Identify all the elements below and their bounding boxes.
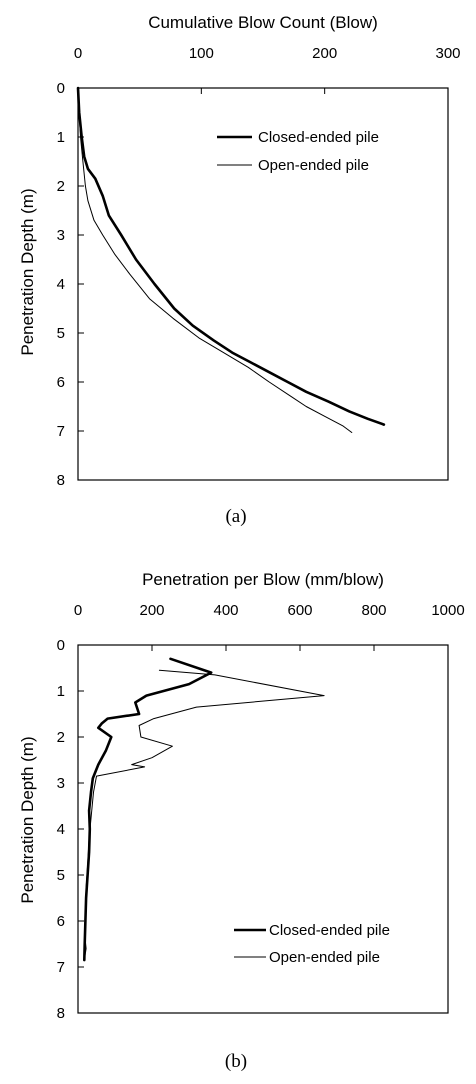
- chart-b-y-tick-label: 5: [57, 867, 65, 884]
- chart-b-x-ticks: 0 200 400 600 800 1000: [74, 602, 465, 651]
- chart-a-y-tick-label: 8: [57, 472, 65, 489]
- chart-a-y-tick-label: 3: [57, 227, 65, 244]
- chart-a-series: [76, 86, 386, 433]
- chart-b-y-axis-title: Penetration Depth (m): [18, 736, 37, 903]
- chart-b-legend-label-open: Open-ended pile: [269, 949, 380, 966]
- chart-a-y-tick-label: 6: [57, 374, 65, 391]
- chart-a-y-tick-label: 1: [57, 129, 65, 146]
- chart-a-y-tick-label: 0: [57, 80, 65, 97]
- chart-b-caption: (b): [225, 1051, 247, 1072]
- chart-a-x-axis-title: Cumulative Blow Count (Blow): [148, 13, 378, 32]
- chart-a-series-open-ended-pile: [77, 87, 353, 433]
- chart-b: Penetration per Blow (mm/blow) Penetrati…: [18, 570, 465, 1072]
- chart-b-x-tick-label: 400: [213, 602, 238, 619]
- chart-b-series-open-ended-pile: [83, 669, 325, 961]
- chart-b-x-tick-label: 200: [139, 602, 164, 619]
- chart-a-legend-label-open: Open-ended pile: [258, 157, 369, 174]
- chart-b-x-tick-label: 800: [361, 602, 386, 619]
- chart-a-x-tick-label: 0: [74, 45, 82, 62]
- chart-a-x-ticks: 0 100 200 300: [74, 45, 461, 94]
- chart-a-x-tick-label: 300: [435, 45, 460, 62]
- chart-b-x-tick-label: 1000: [431, 602, 464, 619]
- chart-a-y-tick-label: 5: [57, 325, 65, 342]
- chart-a-legend: Closed-ended pile Open-ended pile: [217, 129, 379, 174]
- chart-b-x-tick-label: 0: [74, 602, 82, 619]
- chart-b-y-tick-label: 1: [57, 683, 65, 700]
- chart-a-y-tick-label: 7: [57, 423, 65, 440]
- chart-b-series: [83, 657, 325, 962]
- chart-a-x-tick-label: 100: [189, 45, 214, 62]
- chart-b-y-ticks: 0 1 2 3 4 5 6 7 8: [57, 637, 84, 1022]
- chart-a-plot-frame: [77, 87, 449, 481]
- chart-a-y-axis-title: Penetration Depth (m): [18, 188, 37, 355]
- chart-b-series-closed-ended-pile: [83, 657, 213, 962]
- chart-b-y-tick-label: 8: [57, 1005, 65, 1022]
- chart-b-y-tick-label: 3: [57, 775, 65, 792]
- chart-a-legend-label-closed: Closed-ended pile: [258, 129, 379, 146]
- chart-b-plot-frame: [77, 644, 449, 1014]
- chart-a-caption: (a): [225, 506, 246, 527]
- chart-b-y-tick-label: 4: [57, 821, 65, 838]
- chart-a-y-ticks: 0 1 2 3 4 5 6 7 8: [57, 80, 84, 489]
- chart-b-y-tick-label: 2: [57, 729, 65, 746]
- chart-b-y-tick-label: 7: [57, 959, 65, 976]
- chart-a-series-closed-ended-pile: [76, 86, 386, 426]
- chart-b-x-axis-title: Penetration per Blow (mm/blow): [142, 570, 384, 589]
- chart-b-legend-label-closed: Closed-ended pile: [269, 922, 390, 939]
- chart-b-y-tick-label: 0: [57, 637, 65, 654]
- chart-a-y-tick-label: 4: [57, 276, 65, 293]
- chart-b-x-tick-label: 600: [287, 602, 312, 619]
- chart-a-y-tick-label: 2: [57, 178, 65, 195]
- chart-b-legend: Closed-ended pile Open-ended pile: [234, 922, 390, 966]
- chart-a-x-tick-label: 200: [312, 45, 337, 62]
- chart-a: Cumulative Blow Count (Blow) Penetration…: [18, 13, 461, 527]
- chart-b-y-tick-label: 6: [57, 913, 65, 930]
